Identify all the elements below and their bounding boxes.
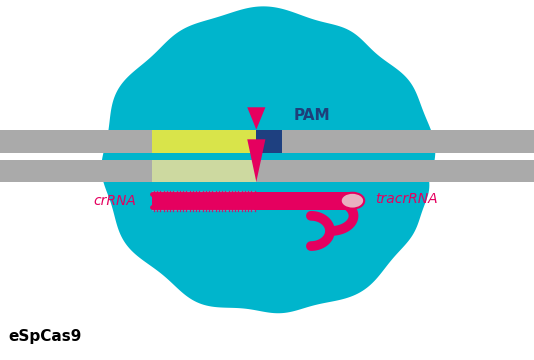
Polygon shape <box>247 139 265 182</box>
Bar <box>0 160 534 182</box>
Polygon shape <box>101 6 435 313</box>
Bar <box>152 160 256 182</box>
Polygon shape <box>247 107 265 130</box>
Text: eSpCas9: eSpCas9 <box>8 329 81 344</box>
Bar <box>152 191 256 211</box>
Bar <box>0 130 534 153</box>
Text: crRNA: crRNA <box>93 194 136 208</box>
Circle shape <box>341 193 364 209</box>
Text: tracrRNA: tracrRNA <box>375 192 437 206</box>
Text: PAM: PAM <box>294 108 331 123</box>
Bar <box>152 194 350 207</box>
Bar <box>256 130 282 153</box>
Bar <box>152 130 256 153</box>
